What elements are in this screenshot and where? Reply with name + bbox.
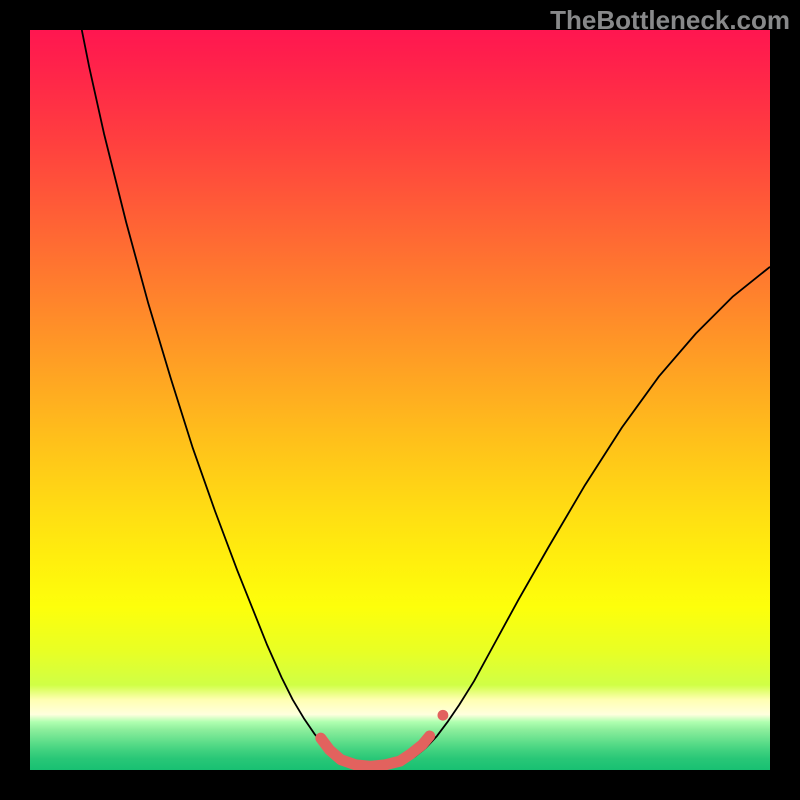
chart-outer-frame: TheBottleneck.com [0,0,800,800]
chart-plot-area [30,30,770,770]
chart-background [30,30,770,770]
chart-svg [30,30,770,770]
watermark-text: TheBottleneck.com [550,5,790,36]
optimal-range-end-dot [438,710,449,721]
